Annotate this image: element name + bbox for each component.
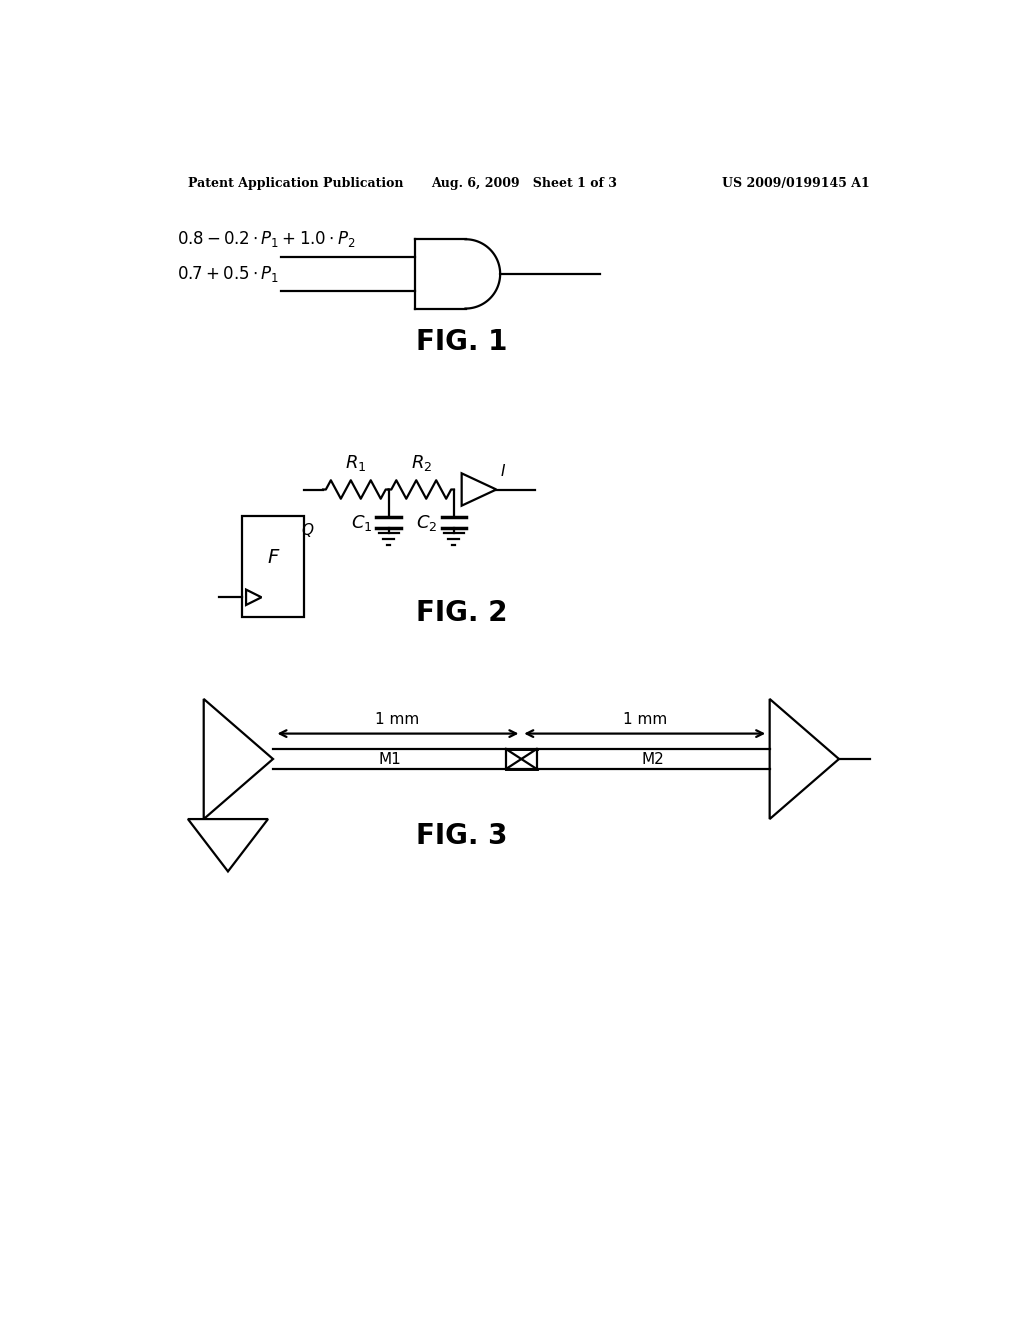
Text: M2: M2 [642,751,665,767]
Text: Aug. 6, 2009   Sheet 1 of 3: Aug. 6, 2009 Sheet 1 of 3 [431,177,616,190]
Text: M1: M1 [378,751,400,767]
Text: FIG. 1: FIG. 1 [416,327,507,355]
Text: 1 mm: 1 mm [375,713,419,727]
Text: $C_2$: $C_2$ [417,512,438,532]
Text: FIG. 3: FIG. 3 [416,822,508,850]
Polygon shape [243,516,304,616]
Text: $C_1$: $C_1$ [351,512,373,532]
Text: Q: Q [301,523,313,537]
Text: US 2009/0199145 A1: US 2009/0199145 A1 [722,177,869,190]
Text: F: F [267,548,279,566]
Text: Patent Application Publication: Patent Application Publication [188,177,403,190]
Text: I: I [500,463,505,479]
Text: $0.8-0.2\cdot P_1+1.0\cdot P_2$: $0.8-0.2\cdot P_1+1.0\cdot P_2$ [177,228,355,249]
Text: $R_1$: $R_1$ [345,453,367,473]
Text: $0.7+0.5\cdot P_1$: $0.7+0.5\cdot P_1$ [177,264,279,284]
Text: $R_2$: $R_2$ [411,453,432,473]
Text: 1 mm: 1 mm [624,713,668,727]
Text: FIG. 2: FIG. 2 [416,599,508,627]
